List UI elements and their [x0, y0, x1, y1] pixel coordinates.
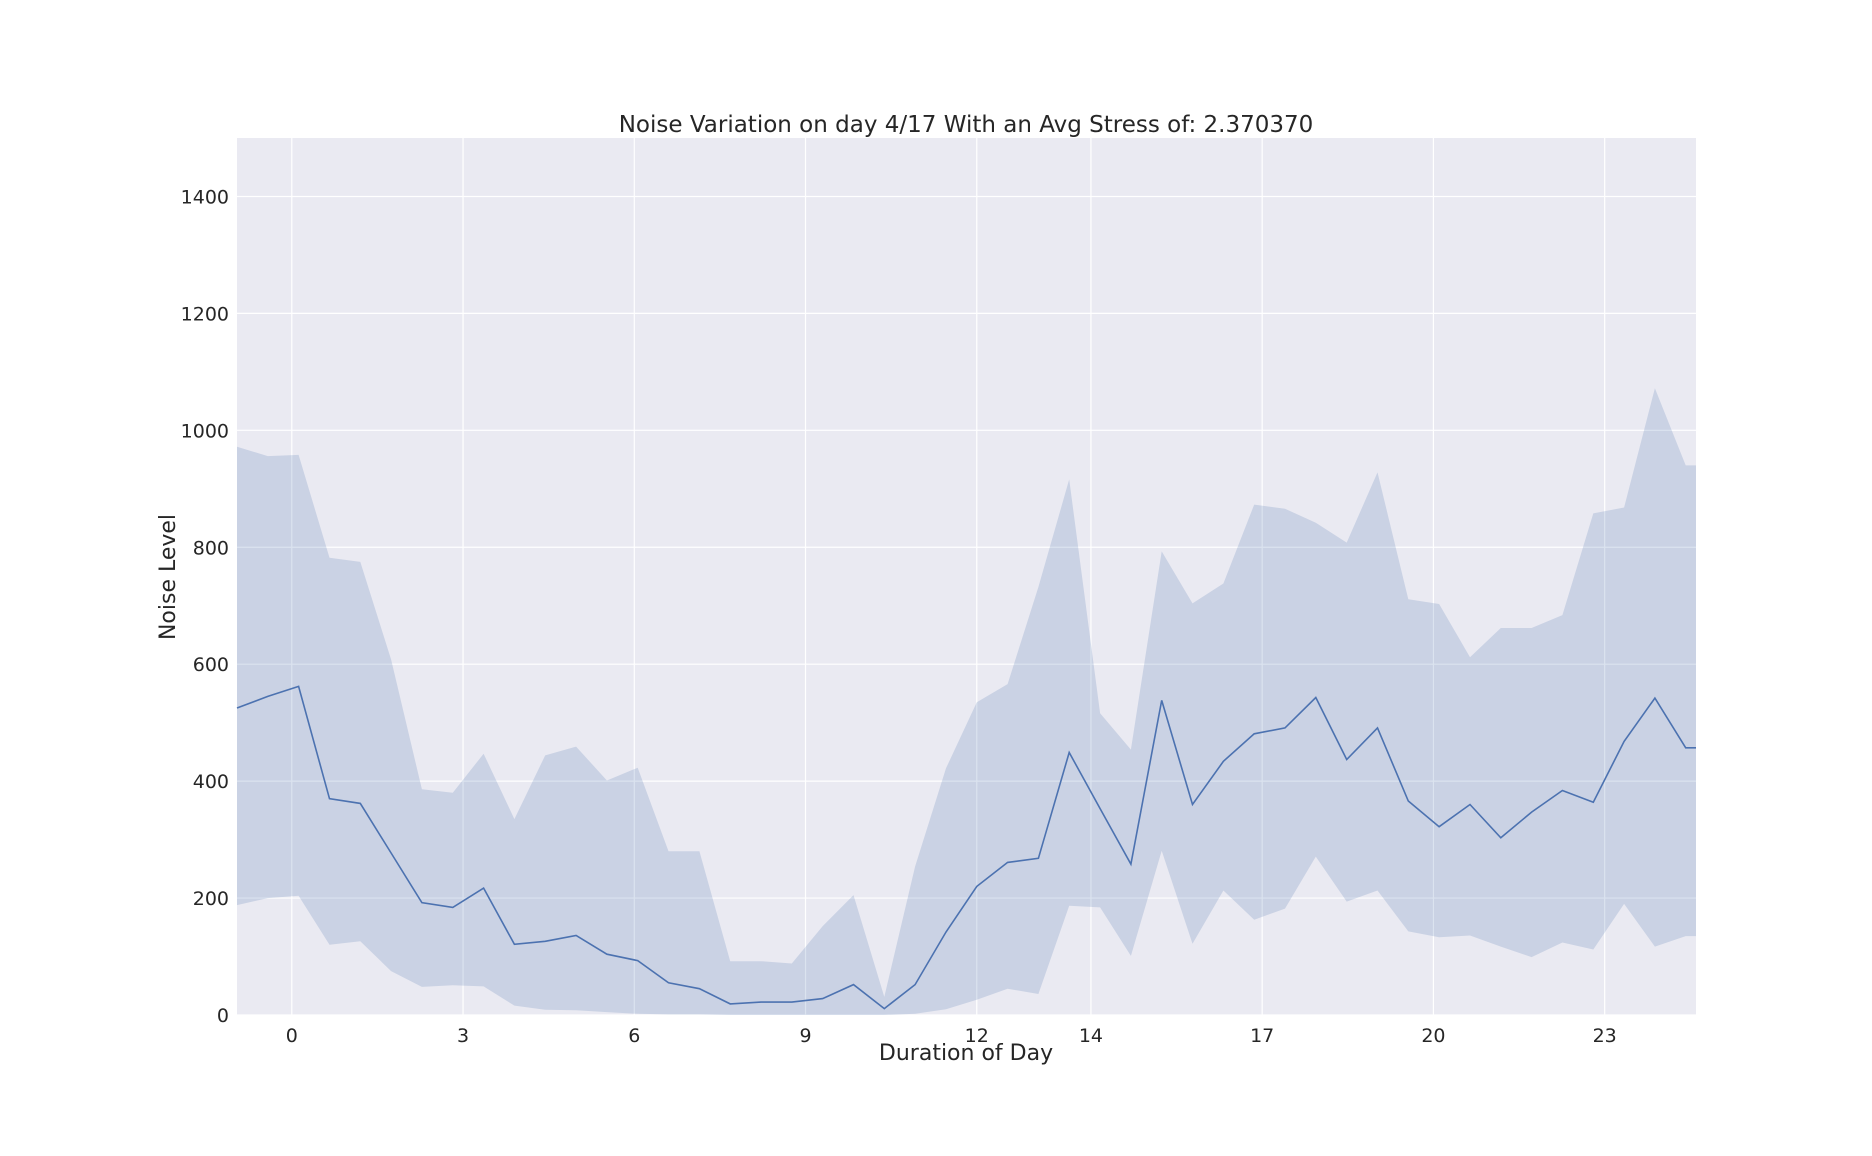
x-tick-label: 23: [1593, 1025, 1617, 1047]
y-tick-label: 800: [193, 537, 229, 559]
chart-title: Noise Variation on day 4/17 With an Avg …: [619, 112, 1314, 138]
noise-confidence-band: [237, 388, 1696, 1015]
x-tick-label: 3: [457, 1025, 469, 1047]
y-tick-label: 400: [193, 771, 229, 793]
plot-background: [237, 138, 1696, 1015]
y-axis-label: Noise Level: [156, 514, 181, 640]
y-tick-label: 200: [193, 888, 229, 910]
x-tick-label: 6: [628, 1025, 640, 1047]
x-tick-label: 14: [1079, 1025, 1103, 1047]
x-tick-label: 9: [799, 1025, 811, 1047]
x-axis-label: Duration of Day: [879, 1041, 1053, 1066]
y-tick-label: 1000: [181, 420, 229, 442]
noise-mean-line: [236, 685, 1696, 1010]
x-tick-label: 17: [1250, 1025, 1274, 1047]
x-tick-label: 20: [1421, 1025, 1445, 1047]
y-tick-label: 600: [193, 654, 229, 676]
x-tick-label: 0: [286, 1025, 298, 1047]
x-tick-label: 12: [965, 1025, 989, 1047]
y-tick-labels: 0 200 400 600 800 1000 1200 1400: [181, 186, 229, 1027]
y-grid-lines: [237, 195, 1696, 1016]
y-tick-label: 1200: [181, 303, 229, 325]
x-tick-labels: 0 3 6 9 12 14 17 20 23: [286, 1025, 1617, 1047]
y-tick-label: 1400: [181, 186, 229, 208]
x-grid-lines: [291, 138, 1606, 1015]
y-tick-label: 0: [217, 1005, 229, 1027]
